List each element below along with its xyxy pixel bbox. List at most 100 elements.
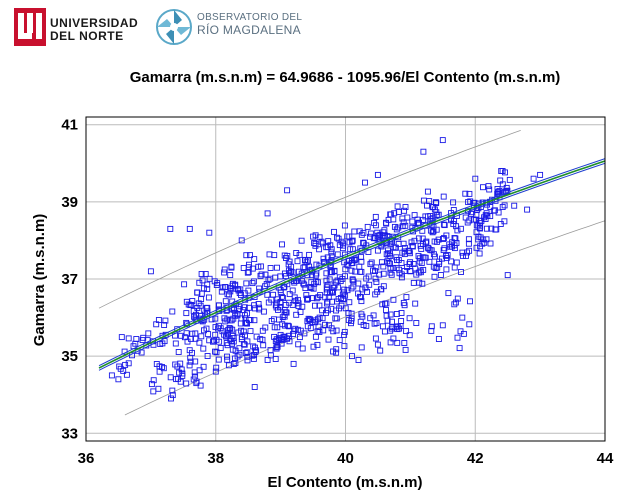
data-point <box>310 233 317 240</box>
data-point <box>196 339 203 346</box>
data-point <box>320 255 327 262</box>
data-point <box>406 332 413 339</box>
data-point <box>344 287 351 294</box>
data-point <box>390 335 397 342</box>
data-point <box>393 311 400 317</box>
data-point <box>370 267 376 274</box>
data-point <box>346 299 353 306</box>
data-point <box>120 367 127 374</box>
data-point <box>406 248 413 255</box>
data-point <box>133 336 140 342</box>
data-point <box>404 214 411 221</box>
data-point <box>465 240 472 247</box>
data-point <box>160 365 167 372</box>
data-point <box>341 331 348 338</box>
data-point <box>468 210 475 217</box>
data-point <box>360 240 367 247</box>
data-point <box>167 225 174 232</box>
data-point <box>169 392 176 399</box>
data-point <box>501 218 508 225</box>
data-point <box>373 279 380 286</box>
data-point <box>383 300 390 307</box>
data-point <box>428 327 435 334</box>
data-point <box>301 281 308 288</box>
data-point <box>227 272 234 279</box>
data-point <box>411 237 418 244</box>
data-point <box>358 344 365 351</box>
data-point <box>326 276 333 283</box>
data-point <box>211 278 218 285</box>
data-point <box>394 326 401 333</box>
data-point <box>350 283 357 290</box>
data-point <box>401 340 408 346</box>
data-point <box>348 267 355 274</box>
data-point <box>511 202 518 209</box>
data-point <box>238 237 245 244</box>
data-point <box>454 227 461 234</box>
data-point <box>408 239 415 246</box>
data-point <box>323 244 330 251</box>
data-point <box>382 232 388 239</box>
data-point <box>402 346 409 353</box>
data-point <box>391 223 398 230</box>
data-point <box>341 343 348 350</box>
observatory-logo: OBSERVATORIO DEL RÍO MAGDALENA <box>155 6 305 48</box>
data-point <box>325 322 332 329</box>
data-point <box>311 240 318 246</box>
data-point <box>316 314 323 321</box>
data-point <box>260 308 267 315</box>
data-point <box>303 292 310 299</box>
data-point <box>380 270 387 277</box>
data-point <box>357 268 364 275</box>
data-point <box>409 243 416 250</box>
data-point <box>452 235 459 242</box>
data-point <box>464 219 471 226</box>
data-point <box>212 368 219 375</box>
data-point <box>191 369 198 376</box>
data-point <box>290 331 296 338</box>
data-point <box>374 171 381 178</box>
data-point <box>115 376 122 383</box>
data-point <box>278 336 285 343</box>
data-point <box>498 168 505 174</box>
data-point <box>250 355 257 362</box>
data-point <box>224 291 231 298</box>
data-point <box>358 294 365 301</box>
data-point <box>223 333 230 340</box>
data-point <box>118 334 125 341</box>
data-point <box>392 244 399 251</box>
data-point <box>360 322 367 328</box>
data-point <box>358 268 365 275</box>
data-point <box>251 352 258 358</box>
data-point <box>336 242 343 249</box>
data-point <box>175 349 182 355</box>
data-point <box>378 259 385 266</box>
data-point <box>323 309 329 316</box>
data-point <box>481 239 488 246</box>
university-emblem-icon <box>14 8 46 46</box>
data-point <box>230 315 237 322</box>
data-point <box>451 301 458 308</box>
data-point <box>272 274 279 281</box>
data-point <box>285 323 292 330</box>
data-point <box>273 304 280 311</box>
data-point <box>179 370 186 377</box>
data-point <box>524 206 531 213</box>
data-point <box>245 269 252 276</box>
data-point <box>234 286 241 292</box>
data-point <box>173 376 180 383</box>
data-point <box>161 322 168 328</box>
data-point <box>449 239 456 246</box>
data-point <box>292 297 299 304</box>
data-point <box>347 246 354 253</box>
data-point <box>333 327 340 334</box>
data-point <box>346 239 353 246</box>
data-point <box>227 317 234 324</box>
data-point <box>335 235 342 242</box>
data-point <box>203 305 210 312</box>
data-point <box>251 384 258 390</box>
data-point <box>443 232 450 239</box>
data-point <box>205 294 212 301</box>
data-point <box>440 247 447 254</box>
data-point <box>368 259 375 266</box>
